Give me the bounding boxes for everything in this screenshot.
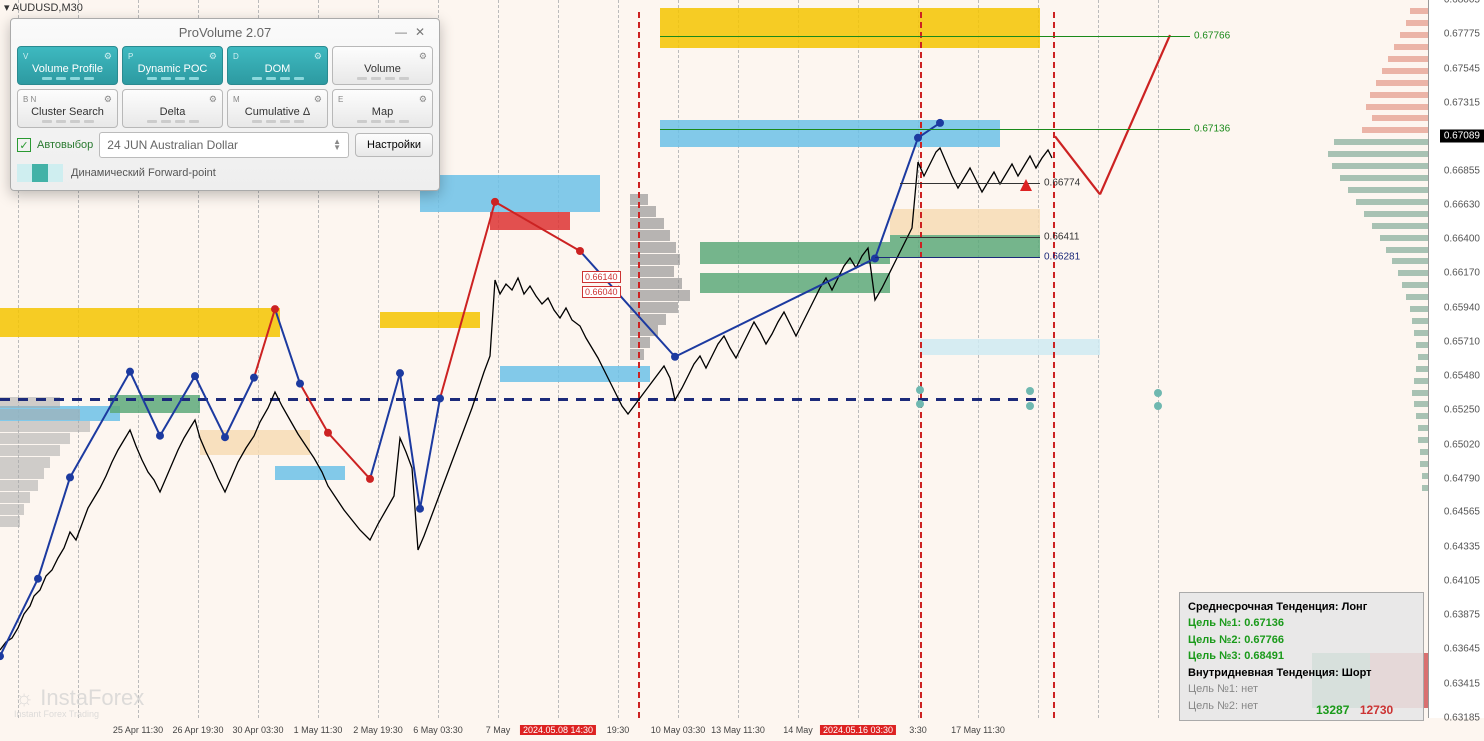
instrument-select[interactable]: 24 JUN Australian Dollar ▲▼: [99, 132, 349, 158]
instrument-value: 24 JUN Australian Dollar: [107, 138, 238, 152]
panel-button-map[interactable]: E⚙Map: [332, 89, 433, 128]
minimize-icon[interactable]: —: [395, 25, 407, 39]
panel-row-2: B N⚙Cluster Search⚙DeltaM⚙Cumulative ΔE⚙…: [17, 89, 433, 128]
autoselect-checkbox[interactable]: ✓: [17, 138, 31, 152]
fwd-indicator: [17, 164, 63, 182]
target-3: Цель №3: 0.68491: [1188, 648, 1415, 665]
chart-symbol: ▾ AUDUSD,M30: [4, 1, 83, 14]
panel-button-volume-profile[interactable]: V⚙Volume Profile: [17, 46, 118, 85]
volume-red: 12730: [1360, 703, 1393, 717]
panel-title-bar[interactable]: ProVolume 2.07 — ✕: [17, 23, 433, 46]
panel-title: ProVolume 2.07: [179, 25, 272, 40]
broker-logo: ☼ InstaForex Instant Forex Trading: [14, 685, 144, 719]
provolume-panel[interactable]: ProVolume 2.07 — ✕ V⚙Volume ProfileP⚙Dyn…: [10, 18, 440, 191]
target-1: Цель №1: 0.67136: [1188, 615, 1415, 632]
panel-button-dom[interactable]: D⚙DOM: [227, 46, 328, 85]
panel-button-cluster-search[interactable]: B N⚙Cluster Search: [17, 89, 118, 128]
settings-button[interactable]: Настройки: [355, 133, 433, 157]
x-axis: 25 Apr 11:3026 Apr 19:3030 Apr 03:301 Ma…: [0, 725, 1428, 737]
intraday-t1: Цель №1: нет: [1188, 681, 1415, 698]
panel-button-volume[interactable]: ⚙Volume: [332, 46, 433, 85]
close-icon[interactable]: ✕: [415, 25, 425, 39]
autoselect-label: Автовыбор: [37, 139, 93, 151]
fwd-label: Динамический Forward-point: [71, 167, 216, 179]
select-arrows-icon: ▲▼: [333, 139, 341, 151]
panel-row-1: V⚙Volume ProfileP⚙Dynamic POCD⚙DOM⚙Volum…: [17, 46, 433, 85]
intraday-trend: Внутридневная Тенденция: Шорт: [1188, 665, 1415, 682]
y-axis: 0.680050.677750.675450.673150.670890.668…: [1428, 0, 1484, 718]
panel-button-cumulative-δ[interactable]: M⚙Cumulative Δ: [227, 89, 328, 128]
panel-button-dynamic-poc[interactable]: P⚙Dynamic POC: [122, 46, 223, 85]
target-2: Цель №2: 0.67766: [1188, 632, 1415, 649]
mid-trend: Среднесрочная Тенденция: Лонг: [1188, 599, 1415, 616]
volume-green: 13287: [1316, 703, 1349, 717]
panel-button-delta[interactable]: ⚙Delta: [122, 89, 223, 128]
